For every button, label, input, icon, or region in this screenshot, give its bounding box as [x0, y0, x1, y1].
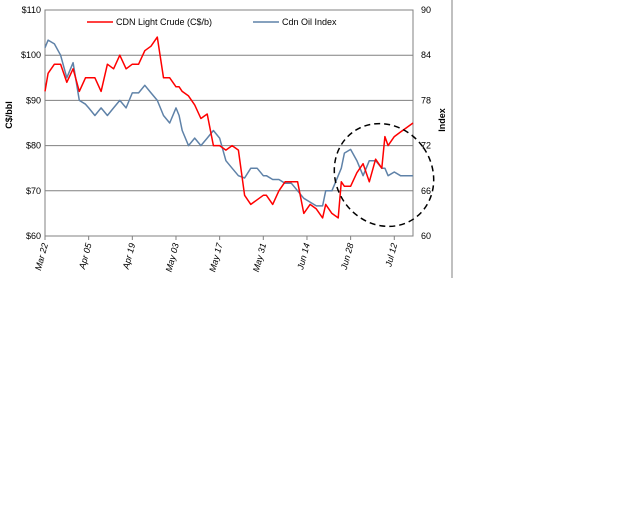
y2-tick-label: 72 [421, 141, 431, 151]
x-tick-label: Mar 22 [33, 242, 50, 272]
y2-tick-label: 60 [421, 231, 431, 241]
y2-tick-label: 78 [421, 95, 431, 105]
y2-tick-label: 66 [421, 186, 431, 196]
y-tick-label: $70 [26, 186, 41, 196]
x-tick-label: Apr 05 [77, 241, 94, 271]
y-tick-label: $100 [21, 50, 41, 60]
x-tick-label: Jun 14 [295, 242, 312, 272]
x-tick-label: May 03 [164, 242, 181, 273]
y-axis-title: C$/bbl [4, 101, 14, 129]
legend-label-crude: CDN Light Crude (C$/b) [116, 17, 212, 27]
legend: CDN Light Crude (C$/b) Cdn Oil Index [87, 17, 337, 27]
series-line-crude [44, 36, 414, 219]
y-tick-label: $110 [22, 5, 41, 15]
x-tick-label: Apr 19 [120, 242, 137, 271]
y2-tick-label: 90 [421, 5, 431, 15]
y-tick-label: $80 [26, 141, 41, 151]
series-line-index [44, 39, 413, 207]
x-tick-label: Jul 12 [383, 242, 399, 269]
legend-label-index: Cdn Oil Index [282, 17, 337, 27]
y2-tick-label: 84 [421, 50, 431, 60]
x-tick-label: Jun 28 [339, 242, 356, 272]
y-tick-label: $60 [26, 231, 41, 241]
plot-area [44, 9, 414, 237]
x-tick-label: May 31 [251, 242, 268, 273]
y-tick-label: $90 [26, 95, 41, 105]
x-tick-label: May 17 [207, 241, 225, 273]
y2-axis-title: Index [437, 108, 447, 132]
highlight-ellipse [333, 122, 435, 228]
